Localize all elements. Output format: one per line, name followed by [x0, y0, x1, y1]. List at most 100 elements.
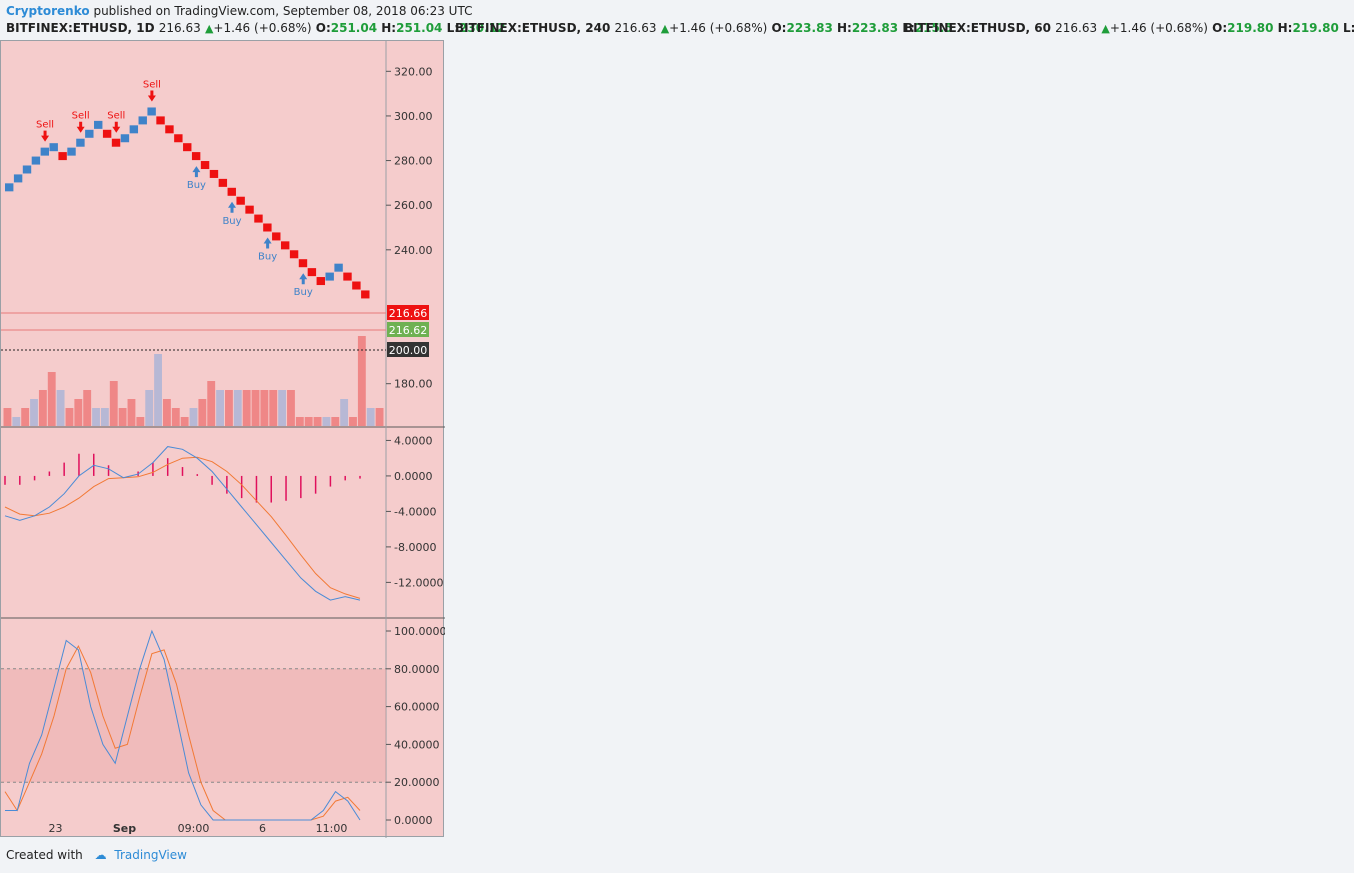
sell-arrow-icon	[112, 121, 121, 133]
open-value: 223.83	[786, 21, 833, 35]
renko-brick	[307, 268, 317, 277]
macd-tick-label: -8.0000	[394, 541, 436, 554]
symbol: BITFINEX:ETHUSD, 1D	[6, 21, 155, 35]
publish-line: Cryptorenko published on TradingView.com…	[6, 4, 472, 18]
renko-brick	[5, 183, 14, 192]
renko-brick	[325, 272, 334, 281]
volume-bar	[322, 417, 331, 426]
symbol: BITFINEX:ETHUSD, 60	[904, 21, 1051, 35]
renko-brick	[280, 241, 290, 250]
buy-arrow-icon	[228, 201, 237, 213]
volume-bar	[207, 381, 216, 426]
stoch-tick-label: 60.0000	[394, 701, 440, 714]
buy-arrow-icon	[192, 166, 201, 178]
change: +1.46 (+0.68%)	[1109, 21, 1208, 35]
price-tick-label: 300.00	[394, 110, 433, 123]
high-value: 219.80	[1292, 21, 1339, 35]
renko-brick	[165, 125, 174, 134]
up-triangle-icon: ▲	[660, 22, 670, 35]
renko-brick	[85, 129, 94, 138]
buy-arrow-icon	[299, 273, 308, 285]
renko-brick	[254, 214, 263, 223]
renko-brick	[183, 143, 192, 152]
volume-bar	[287, 390, 295, 426]
renko-brick	[129, 125, 139, 134]
macd-tick-label: -4.0000	[394, 505, 436, 518]
sell-arrow-icon	[76, 121, 85, 133]
price-tick-label: 280.00	[394, 155, 433, 168]
renko-brick	[245, 205, 254, 214]
time-axis-label: 6	[259, 822, 266, 835]
panel-title: BITFINEX:ETHUSD, 240 216.63 ▲+1.46 (+0.6…	[455, 21, 953, 35]
volume-bar	[136, 417, 145, 426]
renko-brick	[191, 152, 201, 161]
renko-brick	[67, 147, 76, 156]
macd-tick-label: 4.0000	[394, 434, 433, 447]
sell-signal-label: Sell	[36, 120, 54, 131]
volume-bar	[109, 381, 118, 426]
renko-brick	[174, 134, 183, 143]
change: +1.46 (+0.68%)	[669, 21, 768, 35]
volume-bar	[21, 408, 30, 426]
renko-brick	[263, 223, 272, 232]
chart-panel-60[interactable]: 320.00 300.00 280.00 260.00 240.00 180.00 Sell…	[0, 40, 447, 838]
volume-bar	[242, 390, 251, 426]
low-value: 215.5	[914, 21, 953, 35]
panel-title: BITFINEX:ETHUSD, 1D 216.63 ▲+1.46 (+0.68…	[6, 21, 506, 35]
stoch-k-line	[5, 629, 361, 821]
renko-brick	[298, 259, 308, 268]
volume-bar	[260, 390, 269, 426]
volume-bar	[331, 417, 340, 426]
tradingview-logo-icon[interactable]: ☁	[94, 848, 107, 862]
stoch-tick-label: 100.0000	[394, 625, 445, 638]
renko-brick	[138, 116, 147, 125]
renko-brick	[361, 290, 370, 299]
volume-bar	[269, 390, 278, 426]
stoch-tick-label: 20.0000	[394, 776, 440, 789]
renko-brick	[272, 232, 281, 241]
price-tag	[387, 305, 429, 320]
macd-line	[4, 446, 361, 601]
price-tick-label: 240.00	[394, 244, 433, 257]
volume-bar	[278, 390, 287, 426]
buy-arrow-icon	[263, 237, 272, 249]
renko-brick	[31, 156, 41, 165]
renko-brick	[218, 178, 228, 187]
renko-brick	[58, 152, 67, 161]
time-axis-label: Sep	[113, 822, 136, 835]
buy-signal-label: Buy	[294, 287, 313, 298]
publish-info: published on TradingView.com, September …	[93, 4, 473, 18]
volume-bar	[30, 399, 38, 426]
created-with-text: Created with	[6, 848, 83, 862]
price-tick-label: 320.00	[394, 65, 433, 78]
panel-title: BITFINEX:ETHUSD, 60 216.63 ▲+1.46 (+0.68…	[904, 21, 1354, 35]
renko-brick	[289, 250, 299, 259]
volume-bar	[233, 390, 242, 426]
up-triangle-icon: ▲	[1101, 22, 1110, 35]
volume-bar	[38, 390, 47, 426]
time-axis-label: 09:00	[178, 822, 210, 835]
renko-brick	[236, 196, 245, 205]
author-link[interactable]: Cryptorenko	[6, 4, 90, 18]
volume-bar	[145, 390, 154, 426]
volume-bar	[92, 408, 100, 426]
stoch-tick-label: 80.0000	[394, 663, 440, 676]
high-value: 251.04	[396, 21, 443, 35]
renko-brick	[343, 272, 352, 281]
renko-brick	[94, 120, 103, 129]
renko-brick	[227, 187, 236, 196]
tradingview-link[interactable]: TradingView	[114, 848, 187, 862]
renko-brick	[76, 138, 85, 147]
renko-brick	[40, 147, 50, 156]
chart-svg[interactable]: 320.00 300.00 280.00 260.00 240.00 180.00 Sell…	[1, 41, 447, 838]
renko-brick	[156, 116, 165, 125]
change: +1.46 (+0.68%)	[213, 21, 312, 35]
volume-bar	[127, 399, 136, 426]
volume-bar	[366, 408, 375, 426]
volume-bar	[47, 372, 56, 426]
last-price: 216.63	[158, 21, 201, 35]
price-tag	[387, 322, 429, 337]
buy-signal-label: Buy	[222, 216, 241, 227]
volume-bar	[295, 417, 304, 426]
high-value: 223.83	[851, 21, 899, 35]
